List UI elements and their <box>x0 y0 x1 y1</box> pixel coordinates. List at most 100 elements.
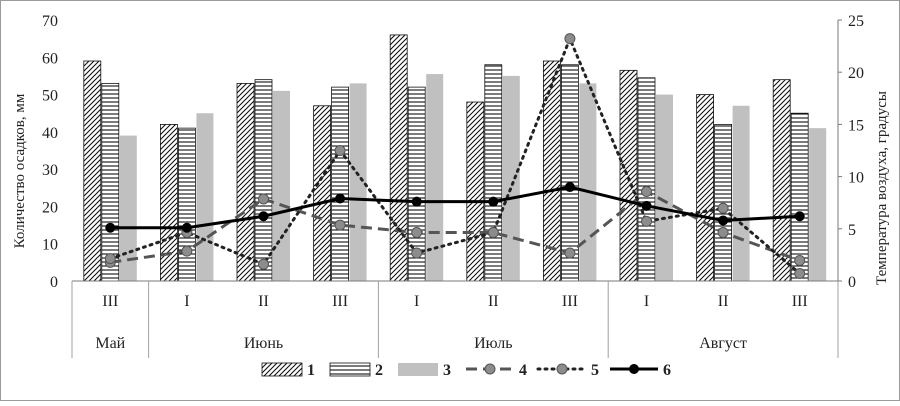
y-right-tick-label: 20 <box>848 65 864 82</box>
y-left-tick-label: 20 <box>42 199 58 216</box>
y-axis-right-label: Температура воздуха, градусы <box>874 91 890 285</box>
y-left-tick-label: 0 <box>50 274 58 291</box>
legend-label-1: 1 <box>307 362 315 379</box>
point-series-4-10 <box>794 254 806 266</box>
point-series-6-4 <box>335 193 346 204</box>
legend-swatch-3 <box>398 363 438 376</box>
legend-marker-6 <box>629 364 639 374</box>
point-series-6-3 <box>258 211 269 222</box>
legend: 1 2 3 4 5 6 <box>261 362 671 379</box>
bar-series-2-1 <box>101 82 120 282</box>
line-series-5 <box>108 34 802 276</box>
y-left-tick-label: 70 <box>42 13 58 30</box>
bar-series-3-9 <box>732 105 750 281</box>
point-series-6-2 <box>181 222 192 233</box>
x-tick-label: III <box>562 293 578 310</box>
line-series-4 <box>110 189 801 264</box>
line-series-6 <box>110 185 800 230</box>
bar-series-2-4 <box>331 86 350 282</box>
y-left-tick-label: 60 <box>42 50 58 67</box>
legend-marker-5 <box>556 363 568 375</box>
bar-series-3-1 <box>119 135 137 281</box>
bar-series-1-3 <box>236 82 255 282</box>
bar-series-3-4 <box>349 83 367 281</box>
bar-series-1-4 <box>313 105 332 282</box>
legend-label-3: 3 <box>443 362 451 379</box>
point-series-4-4 <box>334 219 346 231</box>
y-left-tick-label: 50 <box>42 88 58 105</box>
bar-series-3-7 <box>579 83 597 281</box>
month-label: Май <box>95 335 125 352</box>
legend-label-4: 4 <box>519 362 527 379</box>
x-tick-label: II <box>718 293 729 310</box>
y-axis-left-label: Количество осадков, мм <box>12 93 28 248</box>
y-right-tick-label: 5 <box>848 222 856 239</box>
bar-series-2-3 <box>254 79 273 282</box>
bar-series-2-2 <box>177 127 196 282</box>
y-right-tick-label: 10 <box>848 170 864 187</box>
month-label: Июнь <box>244 335 283 352</box>
axes-layer: 0 10 20 30 40 50 60 70 0 5 10 15 20 25 <box>42 13 864 291</box>
point-series-4-5 <box>411 227 423 239</box>
bar-series-2-8 <box>637 77 656 282</box>
point-series-4-7 <box>564 247 576 259</box>
point-series-6-9 <box>718 215 729 226</box>
point-series-6-7 <box>564 182 575 193</box>
legend-label-5: 5 <box>591 362 599 379</box>
x-tick-label: II <box>488 293 499 310</box>
bar-series-3-10 <box>809 128 827 281</box>
point-series-5-8 <box>641 215 652 227</box>
y-left-tick-label: 30 <box>42 162 58 179</box>
point-series-5-9 <box>717 202 729 214</box>
point-series-6-6 <box>488 196 499 207</box>
legend-swatch-1 <box>261 362 303 377</box>
legend-label-2: 2 <box>375 362 383 379</box>
legend-marker-4 <box>484 363 496 375</box>
point-series-5-1 <box>104 253 116 265</box>
legend-label-6: 6 <box>663 362 671 379</box>
bar-series-3-5 <box>426 74 444 281</box>
bars-layer <box>83 34 827 282</box>
lines-layer <box>104 33 806 280</box>
month-label: Июль <box>474 335 512 352</box>
y-left-tick-label: 10 <box>42 237 58 254</box>
bar-series-1-6 <box>466 101 485 282</box>
y-right-tick-label: 15 <box>848 117 864 134</box>
point-series-4-3 <box>258 193 269 205</box>
bar-series-2-9 <box>714 124 732 282</box>
month-label: Август <box>699 335 747 352</box>
bar-series-2-6 <box>484 64 503 282</box>
bar-series-1-9 <box>696 94 714 282</box>
x-tick-label: II <box>258 293 269 310</box>
x-tick-label: III <box>792 293 808 310</box>
bar-series-3-3 <box>273 90 290 281</box>
x-tick-label: I <box>184 293 189 310</box>
point-series-5-3 <box>258 258 269 270</box>
point-series-6-5 <box>411 196 422 207</box>
y-right-tick-label: 25 <box>848 13 864 30</box>
y-right-tick-label: 0 <box>848 274 856 291</box>
bar-series-1-1 <box>83 60 102 282</box>
point-series-5-7 <box>564 33 576 45</box>
point-series-4-2 <box>181 245 193 257</box>
x-tick-label: III <box>102 293 118 310</box>
point-series-6-10 <box>794 211 805 222</box>
point-series-5-10 <box>794 268 806 280</box>
x-tick-label: I <box>644 293 649 310</box>
point-series-6-8 <box>641 200 652 211</box>
point-series-4-8 <box>641 186 652 198</box>
legend-swatch-2 <box>329 362 371 377</box>
bar-series-1-8 <box>619 69 638 282</box>
x-tick-label: III <box>332 293 348 310</box>
bar-series-1-2 <box>159 124 178 282</box>
bar-series-3-2 <box>196 113 214 281</box>
y-left-tick-label: 40 <box>42 125 58 142</box>
bar-series-1-5 <box>389 34 408 282</box>
bar-series-3-8 <box>656 94 673 281</box>
point-series-4-9 <box>717 227 729 239</box>
point-series-6-1 <box>105 222 116 233</box>
point-series-5-5 <box>411 247 423 259</box>
point-series-5-4 <box>334 145 346 156</box>
